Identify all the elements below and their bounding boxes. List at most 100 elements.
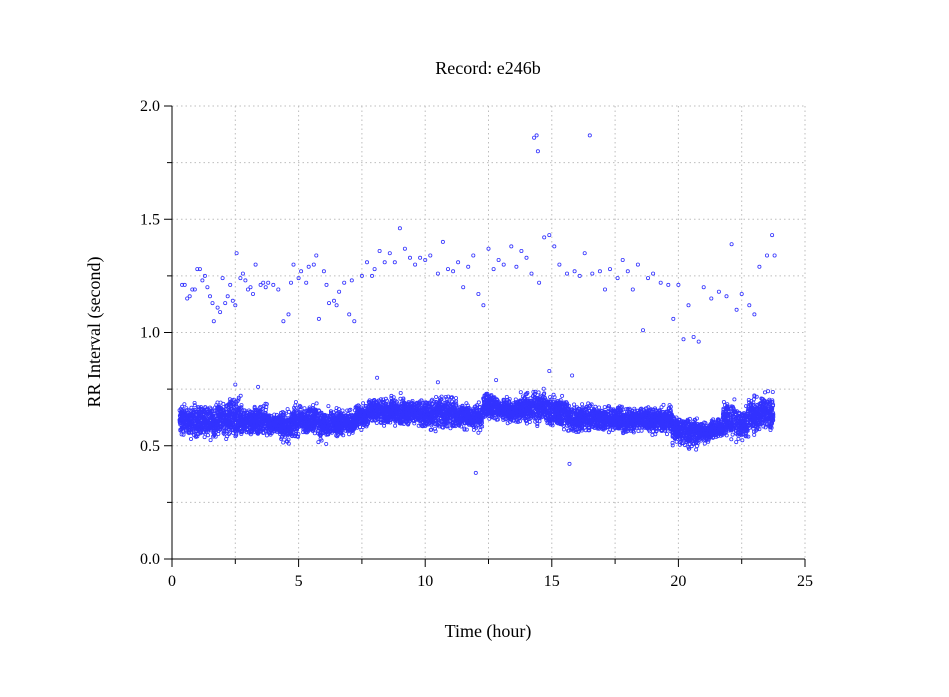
data-point	[391, 395, 396, 400]
data-point	[442, 418, 447, 423]
data-point	[399, 415, 404, 420]
data-point	[428, 427, 433, 432]
data-point	[193, 409, 198, 414]
data-point	[303, 416, 308, 421]
data-point	[181, 425, 186, 430]
data-point	[207, 423, 212, 428]
data-point	[242, 425, 247, 430]
data-point	[379, 404, 384, 409]
data-point	[177, 408, 182, 413]
data-point	[268, 417, 273, 422]
data-point	[319, 421, 324, 426]
data-point	[324, 441, 329, 446]
data-point	[233, 414, 238, 419]
data-point	[278, 410, 283, 415]
data-point	[244, 430, 249, 435]
data-point	[374, 413, 379, 418]
data-point	[361, 418, 366, 423]
data-point	[192, 403, 197, 408]
data-point	[434, 394, 439, 399]
data-point	[357, 413, 362, 418]
data-point	[183, 428, 188, 433]
data-point	[248, 432, 253, 437]
data-point	[252, 426, 257, 431]
data-point	[393, 423, 398, 428]
data-point	[220, 416, 225, 421]
data-point	[252, 413, 257, 418]
data-point	[274, 412, 279, 417]
data-point	[447, 410, 452, 415]
data-point	[370, 412, 375, 417]
data-point	[285, 431, 290, 436]
data-point	[404, 409, 409, 414]
data-point	[294, 426, 299, 431]
data-point	[357, 404, 362, 409]
data-point	[249, 409, 254, 414]
data-point	[386, 412, 391, 417]
data-point	[360, 424, 365, 429]
data-point	[391, 401, 396, 406]
data-point	[410, 418, 415, 423]
data-point	[298, 421, 303, 426]
data-point	[202, 435, 207, 440]
data-point	[334, 408, 339, 413]
data-point	[256, 430, 261, 435]
data-point	[235, 428, 240, 433]
data-point	[370, 398, 375, 403]
data-point	[418, 408, 423, 413]
data-point	[281, 422, 286, 427]
data-point	[419, 398, 424, 403]
data-point	[422, 403, 427, 408]
data-point	[247, 425, 252, 430]
data-point	[184, 406, 189, 411]
data-point	[280, 435, 285, 440]
data-point	[443, 394, 448, 399]
data-point	[297, 403, 302, 408]
data-point	[303, 410, 308, 415]
data-point	[330, 422, 335, 427]
data-point	[254, 430, 259, 435]
data-point	[350, 430, 355, 435]
data-point	[348, 424, 353, 429]
data-point	[184, 408, 189, 413]
data-point	[228, 425, 233, 430]
data-point	[266, 414, 271, 419]
data-point	[337, 430, 342, 435]
data-point	[277, 415, 282, 420]
data-point	[208, 415, 213, 420]
data-point	[236, 406, 241, 411]
data-point	[363, 415, 368, 420]
data-point	[442, 415, 447, 420]
data-point	[340, 408, 345, 413]
data-point	[264, 433, 269, 438]
data-point	[317, 409, 322, 414]
data-point	[281, 440, 286, 445]
data-point	[189, 413, 194, 418]
data-point	[192, 409, 197, 414]
data-point	[270, 428, 275, 433]
data-point	[380, 410, 385, 415]
data-point	[328, 409, 333, 414]
data-point	[353, 405, 358, 410]
data-point	[193, 425, 198, 430]
data-point	[242, 415, 247, 420]
data-point	[228, 423, 233, 428]
data-point	[393, 419, 398, 424]
data-point	[264, 426, 269, 431]
data-point	[233, 408, 238, 413]
data-point	[345, 429, 350, 434]
data-point	[385, 418, 390, 423]
data-point	[438, 397, 443, 402]
data-point	[406, 405, 411, 410]
data-point	[449, 395, 454, 400]
data-point	[433, 429, 438, 434]
data-point	[325, 425, 330, 430]
data-point	[311, 403, 316, 408]
data-point	[430, 402, 435, 407]
data-point	[197, 416, 202, 421]
data-point	[443, 404, 448, 409]
data-point	[292, 405, 297, 410]
data-point	[369, 403, 374, 408]
data-point	[382, 423, 387, 428]
data-point	[422, 407, 427, 412]
